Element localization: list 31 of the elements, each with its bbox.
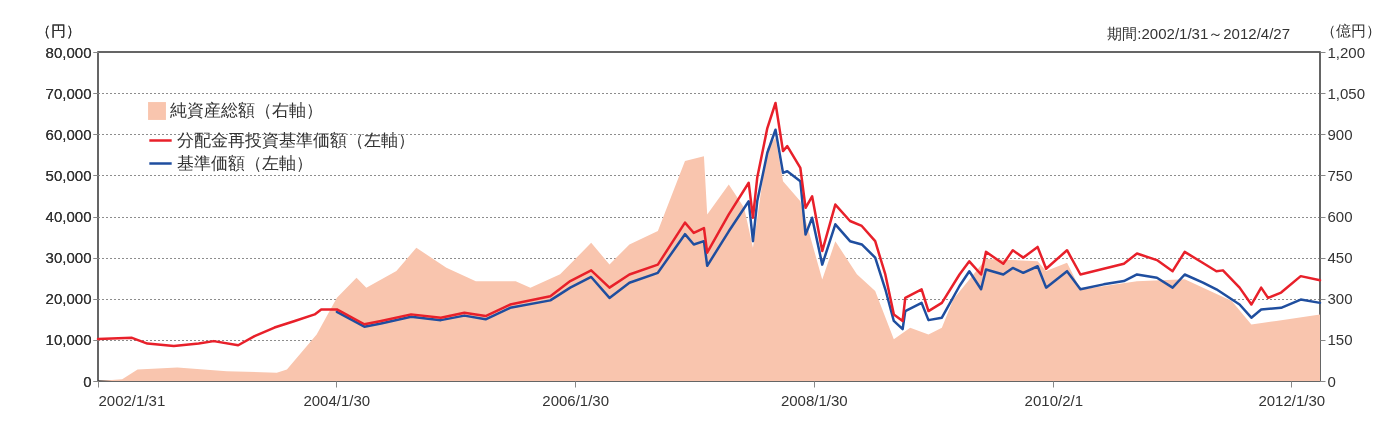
y2-tick-label: 1,050 bbox=[1327, 84, 1366, 102]
y-tick-label: 60,000 bbox=[45, 125, 92, 143]
x-tick-label: 2008/1/30 bbox=[780, 391, 848, 409]
y2-tick-label: 1,200 bbox=[1327, 43, 1366, 61]
x-tick-label: 2002/1/31 bbox=[98, 391, 166, 409]
y-tick-label: 20,000 bbox=[45, 290, 92, 308]
y2-tick-label: 750 bbox=[1327, 166, 1353, 184]
y-tick-label: 40,000 bbox=[45, 208, 92, 225]
x-tick-label: 2012/1/30 bbox=[1258, 391, 1326, 409]
y-tick-label: 0 bbox=[83, 372, 92, 390]
legend-label: 分配金再投資基準価額（左軸） bbox=[177, 130, 415, 150]
line-series bbox=[96, 101, 1322, 348]
y2-tick-label: 300 bbox=[1327, 290, 1353, 308]
y-axis-title: （円） bbox=[36, 21, 81, 39]
y-tick-label: 30,000 bbox=[45, 249, 92, 267]
y2-axis-title: （億円） bbox=[1320, 21, 1381, 39]
x-tick-label: 2006/1/30 bbox=[542, 391, 610, 409]
y-tick-label: 80,000 bbox=[45, 43, 92, 61]
y2-tick-label: 600 bbox=[1327, 208, 1353, 225]
y-tick-label: 10,000 bbox=[45, 331, 92, 349]
legend-label: 純資産総額（右軸） bbox=[170, 101, 323, 120]
y2-tick-label: 0 bbox=[1327, 372, 1336, 390]
x-tick-label: 2010/2/1 bbox=[1024, 391, 1084, 409]
x-tick-label: 2004/1/30 bbox=[303, 391, 371, 409]
legend-label: 基準価額（左軸） bbox=[177, 153, 313, 173]
y2-tick-label: 450 bbox=[1327, 249, 1353, 267]
y2-tick-label: 150 bbox=[1327, 331, 1353, 349]
y2-tick-label: 900 bbox=[1327, 125, 1353, 143]
y-tick-label: 50,000 bbox=[45, 166, 92, 184]
text: 期間:2002/1/31～2012/4/27 bbox=[1107, 25, 1290, 42]
y-tick-label: 70,000 bbox=[45, 84, 92, 102]
